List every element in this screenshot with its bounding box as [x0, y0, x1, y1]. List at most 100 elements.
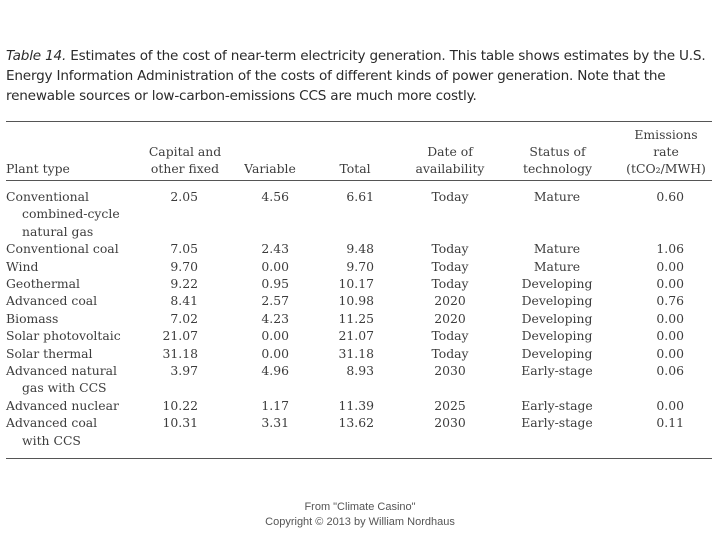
- header-emissions-line3: (tCO₂/MWH): [626, 161, 706, 176]
- date-cell: Today: [431, 241, 469, 257]
- emissions-cell: 0.00: [656, 328, 684, 344]
- status-cell: Mature: [533, 258, 581, 274]
- plant-type-cell: Advanced nuclear: [6, 397, 119, 413]
- status-cell: Mature: [533, 241, 581, 257]
- plant-type-cell: natural gas: [22, 223, 94, 239]
- variable-cell: 0.00: [261, 345, 289, 361]
- plant-type-cell: combined-cycle: [22, 206, 120, 222]
- header-variable: Variable: [244, 161, 296, 176]
- plant-type-cell: gas with CCS: [22, 380, 107, 396]
- total-cell: 10.17: [338, 276, 374, 291]
- variable-cell: 0.00: [261, 258, 289, 274]
- capital-cell: 7.05: [170, 241, 198, 257]
- variable-cell: 4.56: [261, 189, 289, 204]
- date-cell: 2030: [434, 363, 466, 378]
- header-capital-line1: Capital and: [148, 144, 222, 159]
- total-cell: 10.98: [338, 293, 374, 309]
- status-cell: Developing: [521, 328, 593, 344]
- capital-cell: 9.70: [170, 258, 198, 274]
- date-cell: 2030: [434, 415, 466, 431]
- footer-source: From "Climate Casino": [304, 501, 416, 513]
- total-cell: 11.39: [338, 397, 374, 413]
- capital-cell: 10.22: [162, 397, 198, 413]
- capital-cell: 7.02: [170, 310, 198, 326]
- table-caption: Table 14. Estimates of the cost of near-…: [6, 46, 712, 106]
- table-top-rule: [6, 121, 712, 122]
- header-date-line2: availability: [415, 161, 485, 176]
- plant-type-cell: Conventional: [6, 189, 89, 204]
- capital-cell: 10.31: [162, 415, 198, 431]
- total-cell: 11.25: [338, 310, 374, 326]
- emissions-cell: 0.00: [656, 276, 684, 291]
- variable-cell: 0.00: [261, 328, 289, 344]
- variable-cell: 4.96: [261, 363, 289, 378]
- caption-text: Estimates of the cost of near-term elect…: [6, 48, 706, 104]
- date-cell: Today: [431, 328, 469, 344]
- plant-type-cell: Solar thermal: [6, 345, 93, 361]
- status-cell: Developing: [521, 276, 593, 291]
- plant-type-cell: Conventional coal: [6, 241, 119, 257]
- emissions-cell: 0.06: [656, 363, 684, 378]
- header-emissions-line1: Emissions: [634, 127, 698, 142]
- date-cell: Today: [431, 258, 469, 274]
- total-cell: 8.93: [346, 363, 374, 378]
- total-cell: 13.62: [338, 415, 374, 431]
- variable-cell: 3.31: [261, 415, 289, 431]
- date-cell: 2020: [434, 310, 466, 326]
- header-status-line1: Status of: [529, 144, 586, 159]
- header-plant-type: Plant type: [6, 161, 70, 176]
- capital-cell: 3.97: [170, 363, 198, 378]
- table-bottom-rule: [6, 458, 712, 459]
- plant-type-cell: Wind: [6, 258, 39, 274]
- capital-cell: 8.41: [170, 293, 198, 309]
- plant-type-cell: Advanced natural: [6, 363, 117, 378]
- footer-copyright: Copyright © 2013 by William Nordhaus: [265, 516, 455, 528]
- date-cell: 2020: [434, 293, 466, 309]
- header-capital-line2: other fixed: [150, 161, 220, 176]
- table-header-rule: [6, 180, 712, 181]
- capital-cell: 2.05: [170, 189, 198, 204]
- plant-type-cell: Advanced coal: [6, 415, 98, 431]
- emissions-cell: 0.76: [656, 293, 684, 309]
- total-cell: 31.18: [338, 345, 374, 361]
- status-cell: Early-stage: [521, 397, 593, 413]
- date-cell: 2025: [434, 397, 466, 413]
- variable-cell: 0.95: [261, 276, 289, 291]
- header-emissions-line2: rate: [653, 144, 679, 159]
- capital-cell: 31.18: [162, 345, 198, 361]
- caption-label: Table 14.: [6, 48, 67, 64]
- header-date-line1: Date of: [427, 144, 473, 159]
- date-cell: Today: [431, 276, 469, 291]
- emissions-cell: 0.00: [656, 310, 684, 326]
- capital-cell: 21.07: [162, 328, 198, 344]
- copyright-footer: From "Climate Casino" Copyright © 2013 b…: [0, 500, 720, 530]
- date-cell: Today: [431, 189, 469, 204]
- status-cell: Early-stage: [521, 363, 593, 378]
- variable-cell: 1.17: [261, 397, 289, 413]
- date-cell: Today: [431, 345, 469, 361]
- total-cell: 9.48: [346, 241, 374, 257]
- emissions-cell: 0.11: [656, 415, 684, 431]
- emissions-cell: 0.00: [656, 397, 684, 413]
- status-cell: Developing: [521, 310, 593, 326]
- total-cell: 21.07: [338, 328, 374, 344]
- status-cell: Developing: [521, 293, 593, 309]
- emissions-cell: 1.06: [656, 241, 684, 257]
- header-total: Total: [339, 161, 371, 176]
- plant-type-cell: Geothermal: [6, 276, 81, 291]
- total-cell: 9.70: [346, 258, 374, 274]
- emissions-cell: 0.00: [656, 345, 684, 361]
- emissions-cell: 0.60: [656, 189, 684, 204]
- plant-type-cell: Biomass: [6, 310, 59, 326]
- status-cell: Early-stage: [521, 415, 593, 431]
- status-cell: Developing: [521, 345, 593, 361]
- variable-cell: 2.43: [261, 241, 289, 257]
- plant-type-cell: Advanced coal: [6, 293, 98, 309]
- plant-type-cell: Solar photovoltaic: [6, 328, 121, 344]
- variable-cell: 2.57: [261, 293, 289, 309]
- plant-type-cell: with CCS: [22, 432, 81, 448]
- total-cell: 6.61: [346, 189, 374, 204]
- status-cell: Mature: [533, 189, 581, 204]
- emissions-cell: 0.00: [656, 258, 684, 274]
- variable-cell: 4.23: [261, 310, 289, 326]
